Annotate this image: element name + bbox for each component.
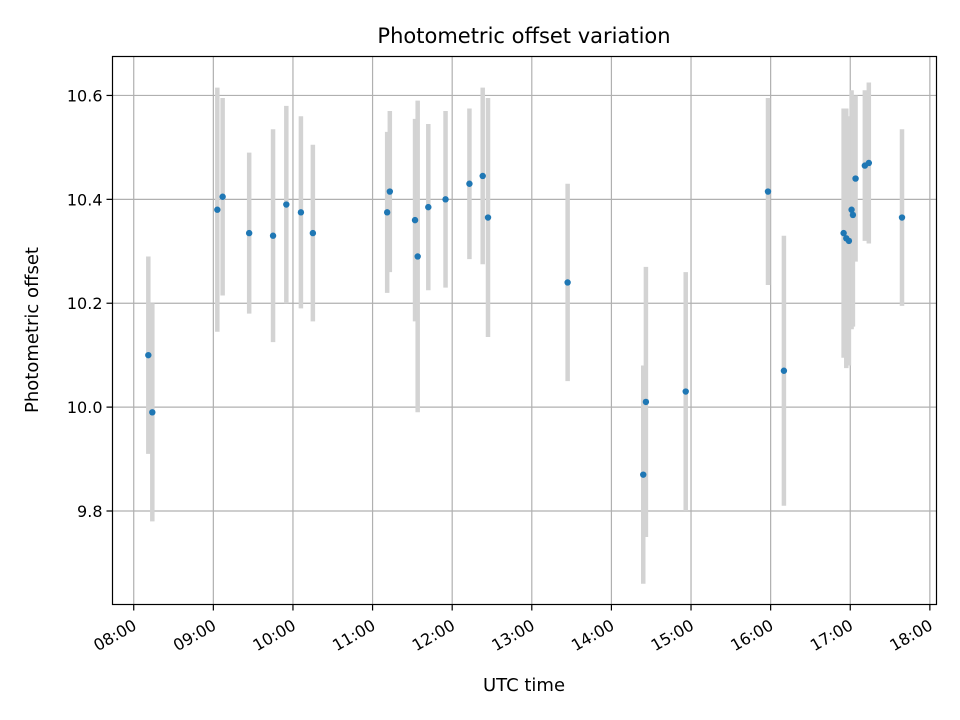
data-point: [780, 367, 788, 374]
data-point: [269, 232, 277, 239]
y-tick-label: 10.2: [67, 294, 103, 313]
data-point: [414, 253, 421, 260]
data-point: [682, 388, 689, 395]
y-axis-label: Photometric offset: [22, 247, 43, 413]
data-point: [145, 351, 152, 359]
data-point: [848, 206, 855, 213]
data-point: [640, 471, 647, 478]
y-tick-label: 10.0: [67, 398, 103, 417]
data-point: [764, 188, 772, 195]
data-point: [479, 172, 486, 180]
data-point: [283, 201, 290, 208]
data-point: [442, 196, 449, 203]
data-point: [840, 229, 847, 237]
data-point: [383, 209, 391, 216]
data-point: [425, 203, 432, 211]
data-point: [852, 175, 859, 182]
chart-title: Photometric offset variation: [377, 24, 670, 48]
data-point: [564, 279, 571, 286]
x-axis-label: UTC time: [483, 675, 565, 696]
data-point: [411, 216, 419, 224]
data-point: [849, 211, 857, 219]
grid: [112, 56, 937, 605]
data-point: [865, 159, 873, 167]
y-tick-label: 10.4: [67, 190, 103, 209]
y-tick-label: 9.8: [77, 502, 102, 521]
data-point: [898, 214, 906, 221]
data-point: [297, 209, 305, 216]
data-point: [484, 214, 492, 221]
data-point: [219, 193, 226, 200]
y-tick-label: 10.6: [67, 86, 103, 105]
data-points: [145, 159, 906, 478]
data-point: [386, 188, 394, 195]
data-point: [245, 229, 253, 237]
data-point: [845, 237, 853, 245]
data-point: [149, 409, 156, 416]
data-point: [642, 398, 650, 406]
data-point: [466, 180, 473, 187]
data-point: [309, 229, 317, 237]
data-point: [214, 206, 221, 213]
plot-frame: [111, 55, 938, 606]
y-axis-ticks: 9.8 10.0 10.2 10.4 10.6: [67, 86, 113, 521]
